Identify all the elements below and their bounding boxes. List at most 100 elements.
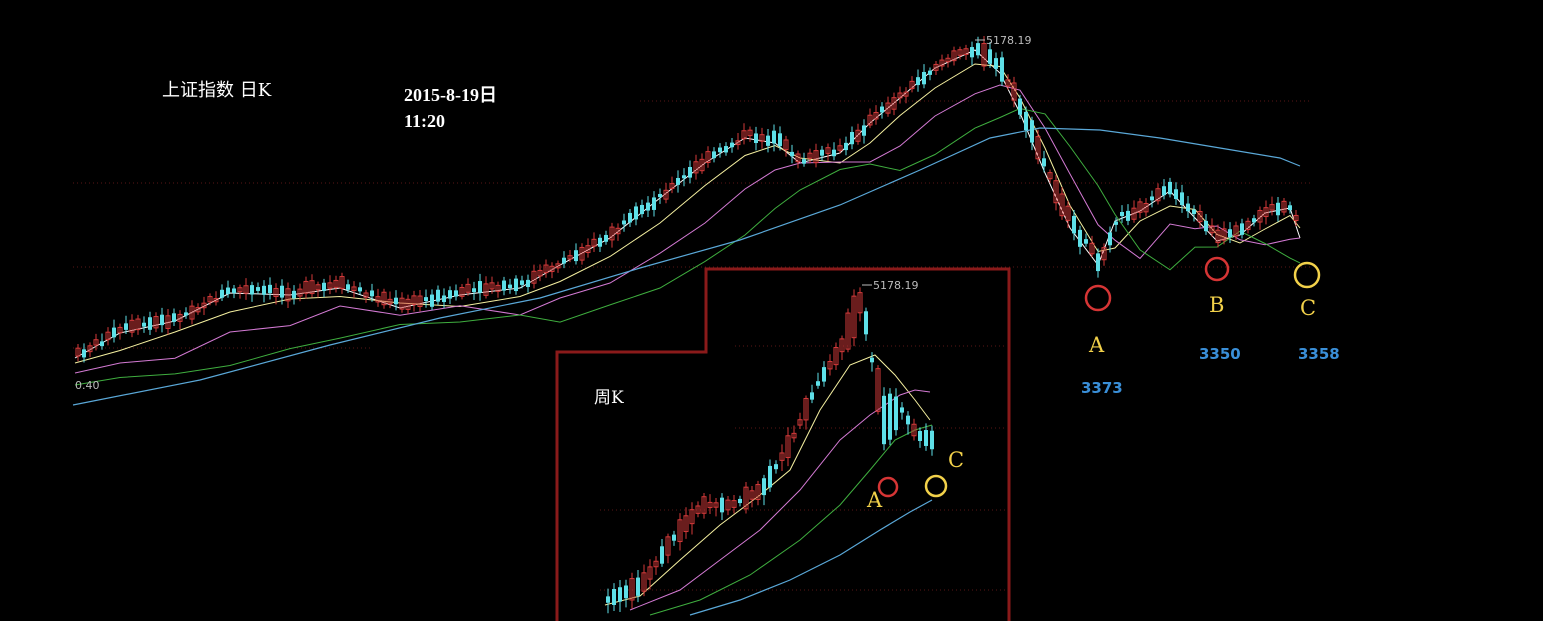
weekly-candle-body	[653, 560, 659, 568]
daily-candle-body	[802, 159, 806, 164]
daily-candle-body	[1197, 210, 1203, 223]
daily-candle-body	[994, 58, 998, 69]
daily-candle-body	[585, 245, 591, 254]
daily-candle-body	[489, 282, 495, 290]
daily-candle-body	[735, 140, 741, 146]
daily-candle-body	[669, 183, 675, 189]
daily-candle-body	[303, 280, 309, 294]
daily-candle-body	[562, 257, 566, 264]
daily-candle-body	[1215, 229, 1221, 244]
daily-candle-body	[622, 220, 626, 225]
daily-candle-body	[922, 71, 926, 85]
daily-candle-body	[117, 326, 123, 334]
weekly-candle-body	[839, 338, 845, 353]
weekly-candle-body	[629, 578, 635, 601]
daily-candle-body	[124, 323, 128, 330]
weekly-candle-body	[924, 430, 928, 446]
daily-candle-body	[880, 106, 884, 113]
weekly-ma5-line	[604, 354, 931, 606]
daily-grid	[73, 100, 1310, 349]
daily-candle-body	[609, 226, 615, 241]
weekly-candle-body	[803, 397, 809, 421]
daily-candle-body	[177, 313, 183, 322]
daily-candle-body	[951, 50, 957, 62]
daily-candle-body	[280, 285, 284, 298]
point-c-label: C	[1300, 296, 1317, 320]
daily-candle-body	[957, 49, 963, 56]
weekly-candle-body	[816, 381, 820, 386]
daily-candle-body	[1096, 253, 1100, 272]
weekly-point-c-label: C	[948, 448, 965, 472]
daily-candle-body	[207, 296, 213, 303]
daily-candle-body	[862, 125, 866, 136]
daily-candle-body	[1155, 188, 1161, 202]
time-label: 11:20	[404, 111, 446, 131]
ma30-line	[74, 107, 1301, 386]
daily-candle-body	[1078, 229, 1082, 247]
daily-candle-body	[712, 151, 716, 159]
daily-candle-body	[358, 287, 362, 292]
point-b-label: B	[1209, 293, 1225, 317]
daily-candle-body	[1101, 247, 1107, 261]
daily-candle-body	[807, 152, 813, 159]
daily-candle-body	[970, 47, 974, 58]
weekly-candle-body	[918, 431, 922, 441]
daily-candle-body	[502, 280, 506, 291]
daily-candle-body	[1059, 193, 1065, 217]
daily-candle-body	[436, 289, 440, 302]
point-a-label: A	[1089, 333, 1105, 357]
daily-candle-body	[1240, 223, 1244, 235]
daily-candle-body	[1030, 120, 1034, 143]
daily-candle-body	[676, 177, 680, 185]
daily-candle-body	[988, 49, 992, 64]
daily-candle-body	[747, 129, 753, 137]
weekly-candle-body	[738, 498, 742, 504]
weekly-candle-body	[888, 393, 892, 440]
daily-candle-body	[604, 234, 608, 242]
daily-candle-body	[1228, 229, 1232, 238]
daily-candle-body	[783, 139, 789, 151]
daily-candle-body	[1143, 202, 1149, 213]
daily-candle-body	[549, 265, 555, 273]
daily-candle-body	[315, 284, 321, 291]
daily-candle-body	[322, 282, 326, 291]
daily-candle-body	[699, 158, 705, 172]
daily-candle-body	[339, 276, 345, 289]
daily-candle-body	[1018, 98, 1022, 115]
daily-candle-body	[718, 147, 722, 153]
weekly-candle-body	[791, 432, 797, 439]
daily-candle-body	[916, 77, 920, 86]
daily-candle-body	[873, 111, 879, 120]
daily-candle-body	[705, 151, 711, 163]
daily-candle-body	[1114, 221, 1118, 225]
daily-candle-body	[928, 70, 932, 75]
weekly-candle-body	[731, 500, 737, 508]
daily-candle-body	[531, 270, 537, 284]
daily-candle-body	[148, 317, 152, 330]
daily-candle-body	[268, 284, 272, 294]
weekly-candle-body	[725, 499, 731, 511]
daily-candle-body	[1192, 209, 1196, 215]
daily-candle-body	[903, 91, 909, 97]
daily-candle-body	[598, 237, 602, 247]
daily-candle-body	[232, 288, 236, 294]
daily-candle-body	[105, 331, 111, 341]
weekly-candle-body	[875, 368, 881, 412]
weekly-ma10-line	[629, 389, 931, 611]
daily-candle-body	[939, 59, 945, 67]
daily-candle-body	[1269, 204, 1275, 211]
weekly-candle-body	[683, 515, 689, 533]
weekly-candle-body	[713, 502, 719, 508]
weekly-candle-body	[851, 295, 857, 339]
daily-candle-body	[759, 134, 765, 142]
weekly-candle-body	[755, 484, 761, 500]
daily-candle-body	[897, 92, 903, 99]
daily-candle-body	[640, 204, 644, 215]
daily-candle-body	[813, 150, 819, 164]
weekly-candle-body	[606, 596, 610, 603]
daily-candle-body	[424, 297, 428, 302]
daily-candle-body	[724, 146, 728, 153]
date-label: 2015-8-19日	[404, 85, 497, 105]
daily-candle-body	[772, 130, 776, 144]
daily-candle-body	[855, 129, 861, 142]
